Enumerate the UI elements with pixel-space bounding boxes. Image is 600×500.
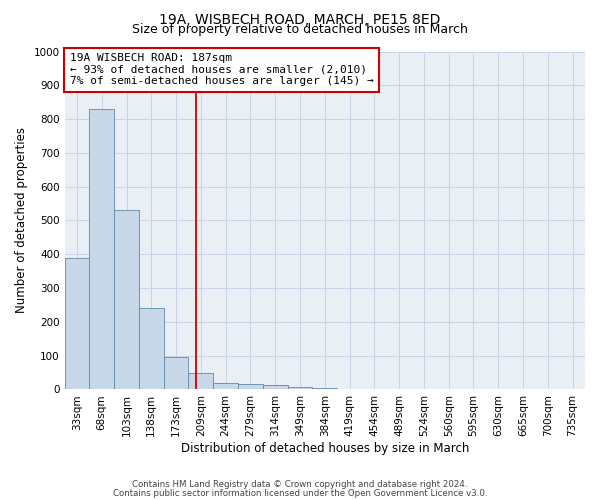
Text: Contains public sector information licensed under the Open Government Licence v3: Contains public sector information licen… xyxy=(113,489,487,498)
Text: 19A, WISBECH ROAD, MARCH, PE15 8ED: 19A, WISBECH ROAD, MARCH, PE15 8ED xyxy=(160,12,440,26)
Text: Contains HM Land Registry data © Crown copyright and database right 2024.: Contains HM Land Registry data © Crown c… xyxy=(132,480,468,489)
Bar xyxy=(89,109,114,390)
Y-axis label: Number of detached properties: Number of detached properties xyxy=(15,128,28,314)
Bar xyxy=(238,384,263,390)
Text: Size of property relative to detached houses in March: Size of property relative to detached ho… xyxy=(132,22,468,36)
Text: 19A WISBECH ROAD: 187sqm
← 93% of detached houses are smaller (2,010)
7% of semi: 19A WISBECH ROAD: 187sqm ← 93% of detach… xyxy=(70,53,373,86)
X-axis label: Distribution of detached houses by size in March: Distribution of detached houses by size … xyxy=(181,442,469,455)
Bar xyxy=(164,358,188,390)
Bar xyxy=(65,258,89,390)
Bar xyxy=(287,387,313,390)
Bar xyxy=(313,388,337,390)
Bar xyxy=(213,382,238,390)
Bar xyxy=(114,210,139,390)
Bar xyxy=(139,308,164,390)
Bar xyxy=(188,372,213,390)
Bar xyxy=(263,386,287,390)
